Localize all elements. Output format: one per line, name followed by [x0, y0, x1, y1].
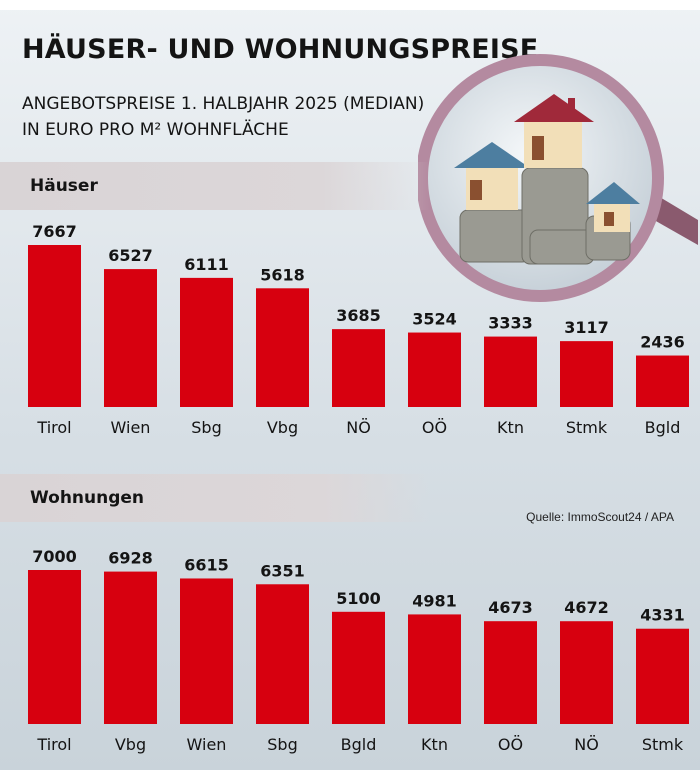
value-label: 3333: [488, 314, 533, 333]
bar-NÖ: [332, 329, 385, 407]
value-label: 4331: [640, 606, 685, 625]
category-label: Stmk: [566, 418, 608, 437]
subtitle-line-2: IN EURO PRO M² WOHNFLÄCHE: [22, 120, 289, 140]
category-label: NÖ: [346, 418, 371, 437]
bar-NÖ: [560, 621, 613, 724]
category-label: OÖ: [422, 418, 447, 437]
bar-OÖ: [484, 621, 537, 724]
bar-Sbg: [180, 277, 233, 407]
bar-Tirol: [28, 570, 81, 724]
value-label: 4981: [412, 591, 457, 610]
category-label: NÖ: [574, 735, 599, 754]
value-label: 5100: [336, 589, 381, 608]
category-label: Tirol: [36, 418, 71, 437]
source-note: Quelle: ImmoScout24 / APA: [526, 510, 674, 524]
section-label-wohnungen: Wohnungen: [30, 488, 145, 508]
value-label: 3685: [336, 306, 381, 325]
category-label: Wien: [187, 735, 227, 754]
section-band-wohnungen: [0, 474, 430, 522]
value-label: 3524: [412, 310, 457, 329]
category-label: Bgld: [645, 418, 681, 437]
value-label: 4672: [564, 598, 609, 617]
bar-Vbg: [256, 288, 309, 407]
value-label: 3117: [564, 318, 609, 337]
top-strip: [0, 0, 700, 10]
bar-Wien: [104, 269, 157, 407]
subtitle-line-1: ANGEBOTSPREISE 1. HALBJAHR 2025 (MEDIAN): [22, 94, 425, 114]
value-label: 4673: [488, 598, 533, 617]
section-band-haeuser: [0, 162, 430, 210]
value-label: 2436: [640, 333, 685, 352]
bar-OÖ: [408, 332, 461, 407]
bar-Wien: [180, 578, 233, 724]
magnifier-houses-illustration: [418, 54, 698, 302]
category-label: Wien: [111, 418, 151, 437]
bar-Sbg: [256, 584, 309, 724]
value-label: 6615: [184, 555, 229, 574]
category-label: Bgld: [341, 735, 377, 754]
page-title: HÄUSER- UND WOHNUNGSPREISE: [22, 34, 539, 65]
bar-Bgld: [636, 355, 689, 407]
value-label: 7000: [32, 547, 77, 566]
category-label: Tirol: [36, 735, 71, 754]
category-label: Vbg: [267, 418, 298, 437]
value-label: 6351: [260, 561, 305, 580]
category-label: Vbg: [115, 735, 146, 754]
category-label: Sbg: [191, 418, 221, 437]
value-label: 7667: [32, 222, 77, 241]
chart-wohnungen: 7000 Tirol 6928 Vbg 6615 Wien 6351 Sbg 5100 Bgld 4…: [28, 547, 689, 754]
bar-Stmk: [560, 341, 613, 407]
bar-Stmk: [636, 628, 689, 724]
bar-Tirol: [28, 245, 81, 407]
value-label: 6111: [184, 255, 229, 274]
value-label: 6928: [108, 549, 153, 568]
bar-Ktn: [484, 336, 537, 407]
value-label: 6527: [108, 246, 153, 265]
bar-Ktn: [408, 614, 461, 724]
bar-Bgld: [332, 611, 385, 724]
section-label-haeuser: Häuser: [30, 176, 98, 196]
value-label: 5618: [260, 265, 305, 284]
category-label: Stmk: [642, 735, 684, 754]
category-label: Ktn: [497, 418, 524, 437]
category-label: Sbg: [267, 735, 297, 754]
bar-Vbg: [104, 571, 157, 724]
category-label: OÖ: [498, 735, 523, 754]
chart-haeuser: 7667 Tirol 6527 Wien 6111 Sbg 5618 Vbg 3685 NÖ 352…: [28, 222, 689, 437]
category-label: Ktn: [421, 735, 448, 754]
